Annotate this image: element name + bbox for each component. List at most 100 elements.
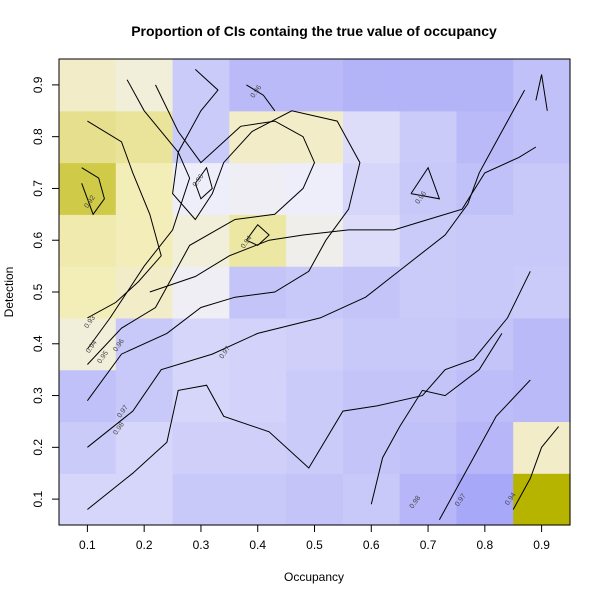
contour-line [245, 223, 270, 246]
heatmap-cell [115, 110, 174, 164]
y-axis: 0.1 0.2 0.3 0.4 0.5 0.6 0.7 0.8 0.9 [31, 76, 59, 507]
heatmap-cell [59, 214, 117, 267]
heatmap-cell [342, 473, 401, 526]
heatmap-cell [172, 369, 230, 423]
heatmap-cell [399, 473, 458, 526]
contour-line [410, 166, 441, 200]
y-axis-label: Detection [2, 267, 16, 318]
x-tick-label: 0.3 [193, 538, 210, 552]
heatmap-cell [115, 162, 174, 215]
heatmap-cell [456, 421, 514, 474]
heatmap-cell [286, 369, 344, 423]
heatmap-cell [229, 473, 287, 526]
heatmap-cell [229, 110, 287, 164]
x-tick-label: 0.5 [306, 538, 323, 552]
heatmap-cell [172, 110, 230, 164]
y-tick-label: 0.8 [31, 128, 45, 145]
x-tick-label: 0.2 [136, 538, 153, 552]
heatmap-cell [513, 110, 571, 164]
heatmap-cell [342, 369, 401, 423]
heatmap-cell [172, 214, 230, 267]
y-tick-label: 0.4 [31, 335, 45, 352]
heatmap-cell [229, 421, 287, 474]
heatmap-cell [115, 473, 174, 526]
heatmap-cell [172, 317, 230, 371]
heatmap-cells [59, 59, 571, 526]
heatmap-cell [342, 59, 401, 112]
heatmap-cell [59, 266, 117, 319]
contour-line [194, 166, 213, 200]
heatmap-cell [172, 421, 230, 474]
heatmap-cell [399, 266, 458, 319]
heatmap-cell [513, 317, 571, 371]
heatmap-cell [399, 162, 458, 215]
heatmap-cell [342, 214, 401, 267]
heatmap-cell [115, 266, 174, 319]
heatmap-cell [513, 59, 571, 112]
contour-line [86, 69, 361, 401]
y-tick-label: 0.7 [31, 180, 45, 197]
heatmap-cell [59, 369, 117, 423]
chart-title: Proportion of CIs containg the true valu… [131, 23, 497, 39]
heatmap-cell [399, 214, 458, 267]
x-tick-label: 0.7 [420, 538, 437, 552]
heatmap-cell [286, 59, 344, 112]
heatmap-cell [115, 369, 174, 423]
heatmap-cell [229, 214, 287, 267]
heatmap-cell [172, 473, 230, 526]
heatmap-cell [115, 214, 174, 267]
heatmap-cell [59, 110, 117, 164]
heatmap-cell [399, 317, 458, 371]
contour-line [370, 333, 503, 505]
y-tick-label: 0.6 [31, 232, 45, 249]
x-tick-label: 0.8 [476, 538, 493, 552]
x-tick-label: 0.6 [363, 538, 380, 552]
x-axis-label: Occupancy [284, 570, 344, 584]
heatmap-cell [286, 317, 344, 371]
x-tick-label: 0.4 [249, 538, 266, 552]
heatmap-cell [456, 59, 514, 112]
heatmap-cell [59, 59, 117, 112]
x-axis: 0.1 0.2 0.3 0.4 0.5 0.6 0.7 0.8 0.9 [79, 525, 550, 552]
heatmap-cell [229, 369, 287, 423]
heatmap-cell [286, 110, 344, 164]
x-tick-label: 0.9 [533, 538, 550, 552]
contour-line [87, 84, 316, 365]
heatmap-cell [59, 473, 117, 526]
contour-line [87, 271, 531, 510]
y-tick-label: 0.2 [31, 439, 45, 456]
heatmap-cell [286, 214, 344, 267]
heatmap-cell [456, 473, 514, 526]
contour-line [81, 167, 105, 216]
contour-line [87, 120, 162, 319]
heatmap-cell [399, 110, 458, 164]
contour-lines: 0.920.930.940.940.950.960.960.960.960.97… [81, 69, 559, 521]
y-tick-label: 0.5 [31, 283, 45, 300]
heatmap-cell [513, 162, 571, 215]
heatmap-cell [342, 421, 401, 474]
contour-line [149, 146, 537, 293]
y-tick-label: 0.9 [31, 76, 45, 93]
y-tick-label: 0.1 [31, 490, 45, 507]
contour-line [87, 89, 526, 448]
contour-line [535, 74, 548, 111]
heatmap-cell [115, 421, 174, 474]
heatmap-cell [286, 473, 344, 526]
heatmap-cell [172, 266, 230, 319]
heatmap-cell [229, 266, 287, 319]
heatmap-cell [399, 59, 458, 112]
heatmap-cell [229, 59, 287, 112]
heatmap-cell [229, 317, 287, 371]
heatmap-cell [172, 59, 230, 112]
heatmap-cell [513, 473, 571, 526]
heatmap-cell [229, 162, 287, 215]
heatmap-cell [456, 110, 514, 164]
heatmap-cell [286, 162, 344, 215]
x-tick-label: 0.1 [79, 538, 96, 552]
heatmap-cell [342, 110, 401, 164]
heatmap-cell [456, 266, 514, 319]
heatmap-cell [342, 162, 401, 215]
heatmap-cell [513, 214, 571, 267]
heatmap-cell [456, 214, 514, 267]
